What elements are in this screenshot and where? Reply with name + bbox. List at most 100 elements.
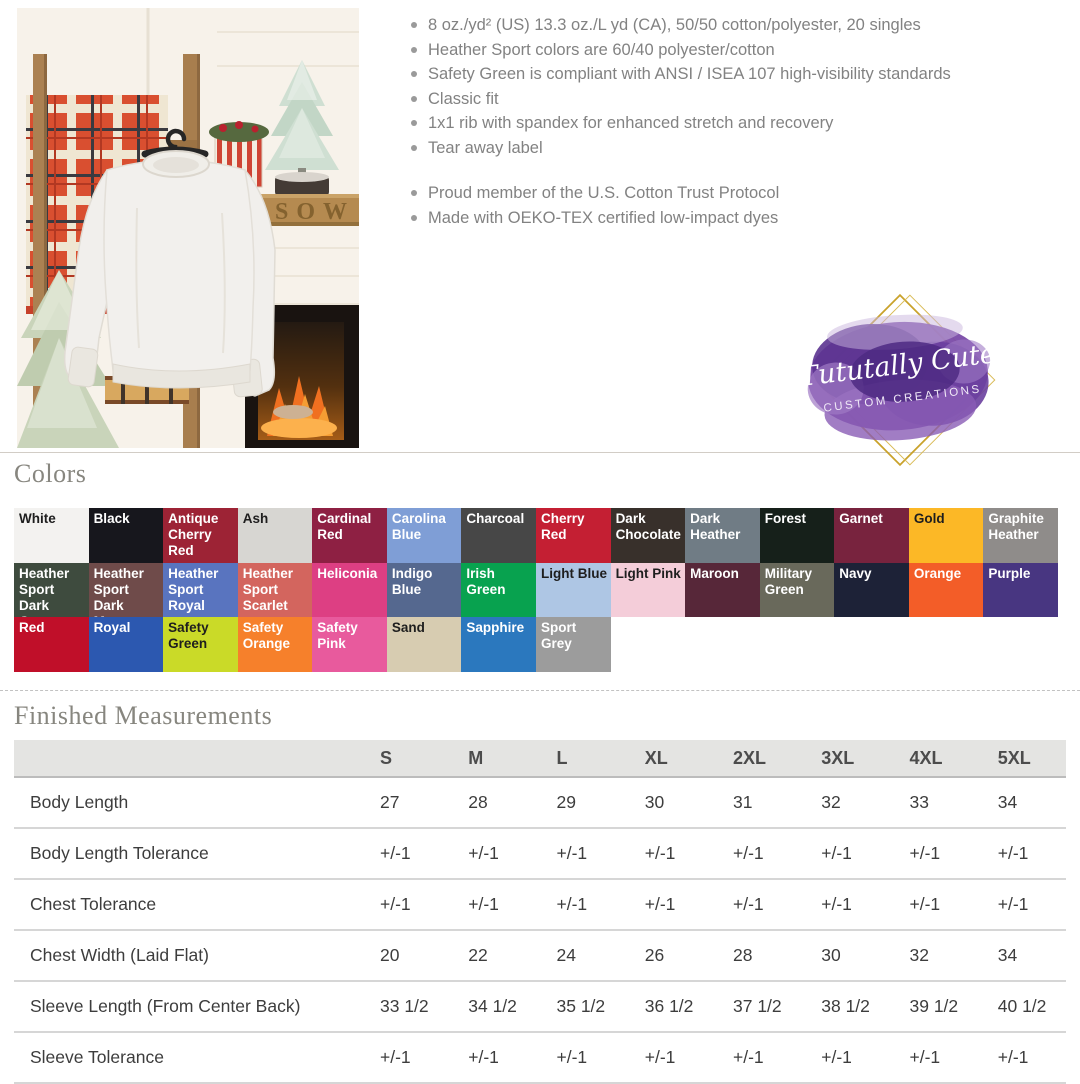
- feature-item: Tear away label: [406, 136, 1061, 161]
- color-swatch-sapphire: Sapphire: [461, 617, 536, 672]
- measurement-value: 37 1/2: [733, 996, 782, 1016]
- color-swatch-royal: Royal: [88, 617, 164, 672]
- measurement-value: +/-1: [997, 894, 1029, 914]
- size-chart-row: Chest Tolerance +/-1 +/-1 +/-1 +/-1 +/-1 +/-1 +…: [14, 879, 1066, 930]
- color-swatch-heather-sport-dark-maroon: Heather Sport Dark Maroon: [88, 562, 164, 617]
- measurement-value: +/-1: [644, 843, 676, 863]
- color-swatch-irish-green: Irish Green: [461, 562, 536, 617]
- sweatshirt: [63, 150, 276, 398]
- color-swatch-indigo-blue: Indigo Blue: [386, 562, 462, 617]
- measurement-value: 29: [556, 792, 576, 812]
- color-swatch-gold: Gold: [908, 508, 984, 563]
- measurement-value: 26: [644, 945, 665, 965]
- measurement-value: 33: [909, 792, 929, 812]
- color-swatch-heather-sport-scarlet: Heather Sport Scarlet: [237, 562, 313, 617]
- measurements-divider-line: [0, 690, 1080, 691]
- measurement-value: 28: [733, 945, 753, 965]
- measurement-value: +/-1: [644, 894, 676, 914]
- measurement-value: +/-1: [821, 843, 852, 863]
- measurement-value: 38 1/2: [821, 996, 870, 1016]
- size-chart-row: Body Length Tolerance +/-1 +/-1 +/-1 +/-1 +/-…: [14, 828, 1066, 879]
- ladder-left-rail-shadow: [44, 54, 47, 448]
- color-swatch-light-pink: Light Pink: [610, 562, 686, 617]
- color-swatch-safety-green: Safety Green: [163, 617, 238, 672]
- color-swatch-dark-heather: Dark Heather: [685, 508, 760, 563]
- measurement-value: +/-1: [644, 1047, 676, 1067]
- color-swatch-ash: Ash: [237, 508, 313, 563]
- measurement-value: +/-1: [556, 1047, 588, 1067]
- measurement-value: 34: [997, 945, 1018, 965]
- color-swatch-military-green: Military Green: [759, 562, 835, 617]
- measurement-value: 40 1/2: [997, 996, 1047, 1016]
- size-column-header-5xl: 5XL: [977, 740, 1066, 778]
- measurement-label: Chest Width (Laid Flat): [30, 945, 209, 965]
- size-chart-table: S M L XL 2XL 3XL 4XL 5XL Body Length 27 28 29 30 31 3…: [14, 740, 1066, 1084]
- measurement-value: +/-1: [556, 843, 588, 863]
- size-chart-row: Sleeve Length (From Center Back) 33 1/2 34…: [14, 981, 1066, 1032]
- color-swatch-graphite-heather: Graphite Heather: [983, 508, 1058, 563]
- color-swatch-heather-sport-royal: Heather Sport Royal: [163, 562, 238, 617]
- measurement-label: Body Length Tolerance: [30, 843, 209, 863]
- measurement-value: +/-1: [468, 843, 499, 863]
- mini-christmas-tree: [265, 60, 339, 196]
- color-swatch-light-blue: Light Blue: [535, 562, 611, 617]
- measurement-value: +/-1: [468, 894, 499, 914]
- color-swatch-cherry-red: Cherry Red: [535, 508, 611, 563]
- measurement-value: 39 1/2: [909, 996, 959, 1016]
- feature-list: 8 oz./yd² (US) 13.3 oz./L yd (CA), 50/50…: [406, 13, 1061, 230]
- measurement-value: +/-1: [380, 894, 411, 914]
- feature-item: Made with OEKO-TEX certified low-impact …: [406, 206, 1061, 231]
- measurement-value: +/-1: [997, 843, 1029, 863]
- measurement-value: +/-1: [733, 843, 764, 863]
- feature-item: Safety Green is compliant with ANSI / IS…: [406, 62, 1061, 87]
- size-column-header-4xl: 4XL: [889, 740, 978, 778]
- color-swatch-cardinal-red: Cardinal Red: [312, 508, 387, 563]
- measurement-value: +/-1: [997, 1047, 1029, 1067]
- sweatshirt-photo-illustration: SOW: [17, 8, 359, 448]
- left-cuff: [67, 346, 99, 388]
- measurement-value: +/-1: [821, 1047, 852, 1067]
- measurement-value: 30: [644, 792, 665, 812]
- size-column-header-3xl: 3XL: [801, 740, 890, 778]
- measurement-value: +/-1: [909, 1047, 941, 1067]
- measurement-value: 27: [380, 792, 400, 812]
- measurement-label: Body Length: [30, 792, 129, 812]
- measurement-value: 31: [733, 792, 753, 812]
- hem-band: [112, 363, 251, 389]
- color-swatch-safety-pink: Safety Pink: [312, 617, 387, 672]
- colors-heading: Colors: [14, 459, 87, 488]
- size-chart-corner-cell: [14, 740, 360, 778]
- measurement-label: Chest Tolerance: [30, 894, 157, 914]
- measurement-value: +/-1: [909, 894, 941, 914]
- measurement-value: +/-1: [468, 1047, 499, 1067]
- purple-watercolor-splash: [807, 314, 991, 441]
- feature-item: 8 oz./yd² (US) 13.3 oz./L yd (CA), 50/50…: [406, 13, 1061, 38]
- color-swatch-navy: Navy: [834, 562, 909, 617]
- measurement-value: +/-1: [909, 843, 941, 863]
- size-column-header-s: S: [360, 740, 449, 778]
- color-swatch-dark-chocolate: Dark Chocolate: [610, 508, 686, 563]
- measurement-label: Sleeve Length (From Center Back): [30, 996, 301, 1016]
- brand-logo-art: Tututally Cute CUSTOM CREATIONS: [799, 293, 997, 467]
- color-swatch-safety-orange: Safety Orange: [237, 617, 313, 672]
- color-swatch-carolina-blue: Carolina Blue: [386, 508, 462, 563]
- feature-item: Heather Sport colors are 60/40 polyester…: [406, 38, 1061, 63]
- color-swatch-heather-sport-dark-green: Heather Sport Dark Green: [14, 562, 89, 617]
- measurement-value: 34 1/2: [468, 996, 517, 1016]
- color-swatch-white: White: [14, 508, 89, 563]
- feature-item: 1x1 rib with spandex for enhanced stretc…: [406, 111, 1061, 136]
- measurement-value: 36 1/2: [644, 996, 694, 1016]
- size-column-header-l: L: [536, 740, 625, 778]
- color-swatch-black: Black: [88, 508, 164, 563]
- brand-logo: Tututally Cute CUSTOM CREATIONS: [793, 268, 1008, 496]
- measurement-value: 33 1/2: [380, 996, 429, 1016]
- measurement-value: 28: [468, 792, 488, 812]
- measurement-value: 22: [468, 945, 488, 965]
- color-swatch-orange: Orange: [908, 562, 984, 617]
- measurement-value: +/-1: [733, 1047, 764, 1067]
- color-swatch-antique-cherry-red: Antique Cherry Red: [163, 508, 238, 563]
- color-swatch-purple: Purple: [983, 562, 1058, 617]
- measurement-value: 35 1/2: [556, 996, 606, 1016]
- size-chart-row: Sleeve Tolerance +/-1 +/-1 +/-1 +/-1 +/-1 +/-1…: [14, 1032, 1066, 1083]
- size-column-header-xl: XL: [624, 740, 713, 778]
